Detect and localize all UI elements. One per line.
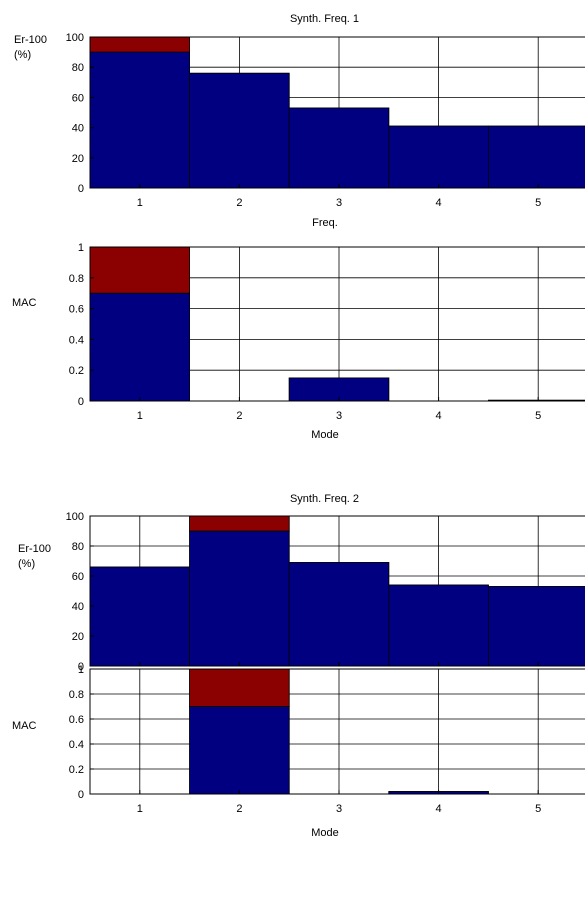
bar-base-5	[487, 586, 585, 667]
x-tick-label: 3	[336, 197, 342, 209]
chart-title: Synth. Freq. 2	[290, 493, 359, 505]
y-axis-label: Er-100	[14, 34, 47, 46]
y-tick-label: 40	[72, 601, 84, 613]
bar-base-2	[189, 530, 290, 667]
chart-title: Synth. Freq. 1	[290, 13, 359, 25]
y-tick-label: 60	[72, 571, 84, 583]
chart-panel-2: 0 0.2 0.4 0.6 0.8 1 1 2 3 4 5 Mode MAC	[12, 242, 585, 441]
bar-base-1	[89, 566, 190, 667]
x-tick-label: 2	[236, 410, 242, 422]
y-tick-label: 0.2	[69, 365, 84, 377]
y-tick-label: 0	[78, 789, 84, 801]
bar-base-1	[89, 51, 190, 189]
y-tick-label: 0.8	[69, 273, 84, 285]
bar-base-3	[288, 562, 390, 667]
y-tick-label: 0	[78, 396, 84, 408]
x-tick-label: 2	[236, 197, 242, 209]
y-tick-label: 0.6	[69, 304, 84, 316]
y-tick-label: 20	[72, 631, 84, 643]
y-axis-label: (%)	[14, 49, 31, 61]
y-tick-label: 0.6	[69, 714, 84, 726]
bar-base-2	[189, 706, 290, 795]
bar-top-2	[189, 668, 290, 707]
chart-panel-1: 0 20 40 60 80 100 1 2 3 4 5 Synth. Freq. 1 Freq. Er-1…	[14, 13, 585, 229]
x-axis-label: Mode	[311, 827, 339, 839]
y-axis-label: Er-100	[18, 543, 51, 555]
bar-base-2	[189, 72, 290, 189]
y-axis-label: MAC	[12, 720, 37, 732]
plot-area	[90, 669, 585, 794]
y-tick-label: 20	[72, 153, 84, 165]
y-tick-label: 0.2	[69, 764, 84, 776]
y-tick-label: 0.4	[69, 739, 84, 751]
x-tick-label: 3	[336, 803, 342, 815]
x-tick-label: 4	[436, 803, 442, 815]
x-tick-label: 5	[535, 197, 541, 209]
bar-base-5	[487, 125, 585, 189]
y-tick-label: 1	[78, 664, 84, 676]
y-tick-label: 60	[72, 92, 84, 104]
bar-base-4	[388, 125, 489, 189]
y-tick-label: 100	[66, 32, 84, 44]
x-tick-label: 5	[535, 410, 541, 422]
chart-panel-4: 0 0.2 0.4 0.6 0.8 1 1 2 3 4 5 Mode MAC	[12, 664, 585, 839]
y-tick-label: 0.4	[69, 334, 84, 346]
y-axis-label: MAC	[12, 297, 37, 309]
bar-top-1	[89, 246, 190, 294]
y-tick-label: 40	[72, 123, 84, 135]
y-tick-label: 100	[66, 511, 84, 523]
x-tick-label: 4	[436, 197, 442, 209]
y-tick-label: 0	[78, 661, 84, 673]
x-tick-label: 1	[137, 410, 143, 422]
bar-base-1	[89, 292, 190, 402]
x-tick-label: 1	[137, 197, 143, 209]
x-tick-label: 4	[436, 410, 442, 422]
x-axis-label: Mode	[311, 429, 339, 441]
y-tick-label: 1	[78, 242, 84, 254]
bar-base-3	[288, 107, 390, 189]
x-tick-label: 5	[535, 803, 541, 815]
bar-top-2	[189, 515, 290, 532]
y-tick-label: 80	[72, 541, 84, 553]
y-tick-label: 80	[72, 62, 84, 74]
x-tick-label: 3	[336, 410, 342, 422]
x-axis-label: Freq.	[312, 217, 338, 229]
x-tick-label: 1	[137, 803, 143, 815]
y-tick-label: 0.8	[69, 689, 84, 701]
bar-base-4	[388, 584, 489, 667]
bar-top-1	[89, 36, 190, 53]
y-tick-label: 0	[78, 183, 84, 195]
y-axis-label: (%)	[18, 558, 35, 570]
x-tick-label: 2	[236, 803, 242, 815]
